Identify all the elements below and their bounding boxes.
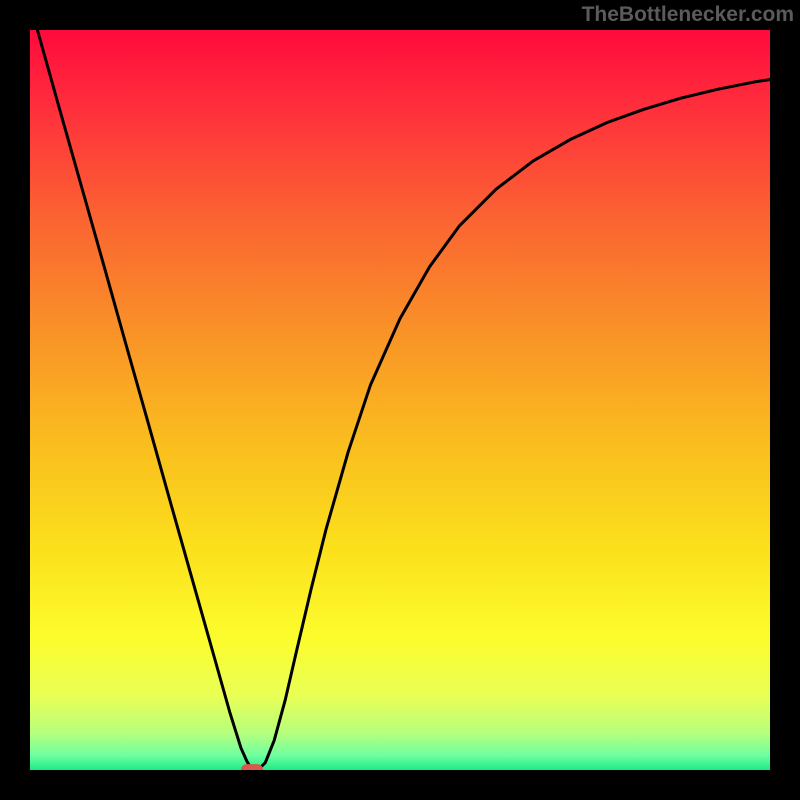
chart-frame: TheBottlenecker.com [0,0,800,800]
plot-border-left [0,0,30,800]
plot-border-bottom [0,770,800,800]
plot-border-right [770,0,800,800]
plot-area [0,0,800,800]
plot-svg [0,0,800,800]
watermark-text: TheBottlenecker.com [582,3,794,27]
